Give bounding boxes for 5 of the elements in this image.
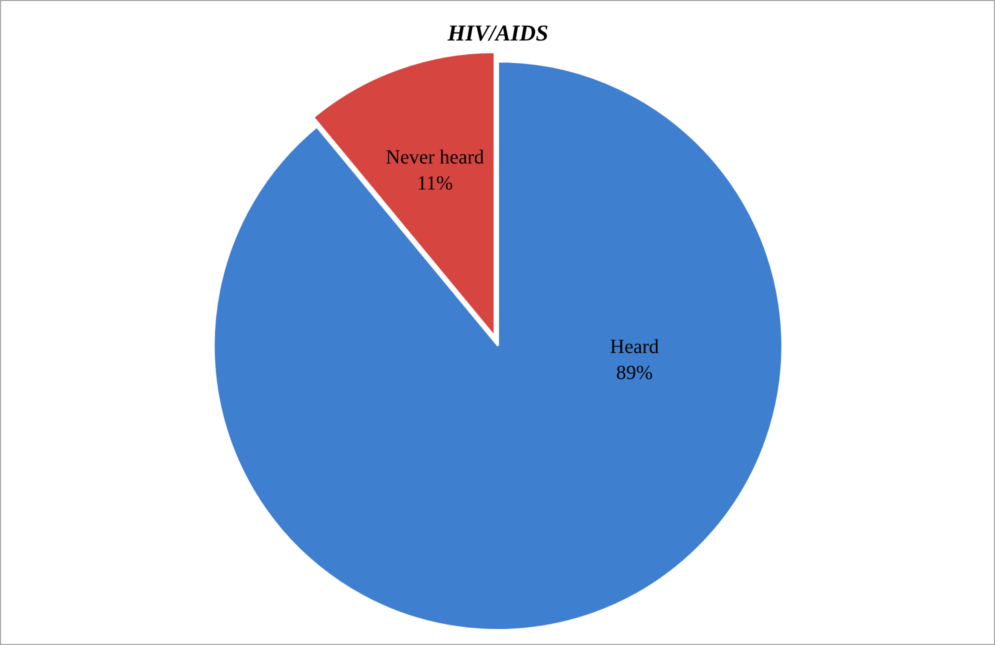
chart-title: HIV/AIDS — [446, 20, 548, 46]
slice-label: Never heard — [386, 146, 484, 168]
slice-label: Heard — [610, 336, 659, 358]
data-label: 11% — [416, 172, 453, 195]
data-label: 89% — [616, 362, 653, 384]
